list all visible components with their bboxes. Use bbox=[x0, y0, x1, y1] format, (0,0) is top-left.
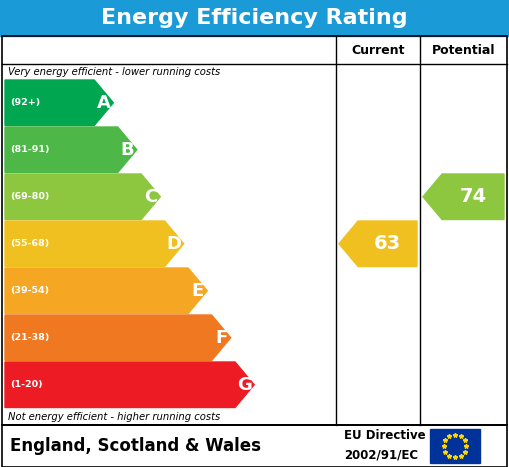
Polygon shape bbox=[5, 127, 137, 172]
Polygon shape bbox=[423, 174, 504, 219]
Text: 63: 63 bbox=[374, 234, 401, 253]
Text: Potential: Potential bbox=[432, 43, 495, 57]
Polygon shape bbox=[5, 221, 184, 267]
Text: E: E bbox=[191, 282, 204, 300]
Text: (21-38): (21-38) bbox=[10, 333, 49, 342]
Text: F: F bbox=[215, 329, 227, 347]
Polygon shape bbox=[5, 80, 114, 126]
Polygon shape bbox=[5, 174, 160, 219]
Text: (92+): (92+) bbox=[10, 98, 40, 107]
Polygon shape bbox=[5, 362, 254, 408]
Text: A: A bbox=[97, 94, 110, 112]
Text: (39-54): (39-54) bbox=[10, 286, 49, 295]
Bar bbox=[430, 429, 480, 463]
Polygon shape bbox=[339, 221, 417, 267]
Text: Energy Efficiency Rating: Energy Efficiency Rating bbox=[101, 8, 408, 28]
Text: (1-20): (1-20) bbox=[10, 380, 43, 389]
Text: (55-68): (55-68) bbox=[10, 239, 49, 248]
Polygon shape bbox=[5, 315, 231, 361]
Text: B: B bbox=[121, 141, 134, 159]
Text: England, Scotland & Wales: England, Scotland & Wales bbox=[10, 437, 261, 455]
Text: (81-91): (81-91) bbox=[10, 145, 49, 154]
Bar bbox=[2, 36, 507, 425]
Text: Very energy efficient - lower running costs: Very energy efficient - lower running co… bbox=[8, 67, 220, 77]
Text: G: G bbox=[237, 376, 252, 394]
Text: Current: Current bbox=[351, 43, 405, 57]
Bar bbox=[2, 425, 507, 467]
Text: (69-80): (69-80) bbox=[10, 192, 49, 201]
Text: Not energy efficient - higher running costs: Not energy efficient - higher running co… bbox=[8, 412, 220, 422]
Text: 74: 74 bbox=[460, 187, 487, 206]
Text: D: D bbox=[166, 235, 182, 253]
Bar bbox=[0, 0, 509, 36]
Polygon shape bbox=[5, 268, 207, 313]
Text: EU Directive
2002/91/EC: EU Directive 2002/91/EC bbox=[344, 429, 426, 461]
Text: C: C bbox=[144, 188, 157, 206]
